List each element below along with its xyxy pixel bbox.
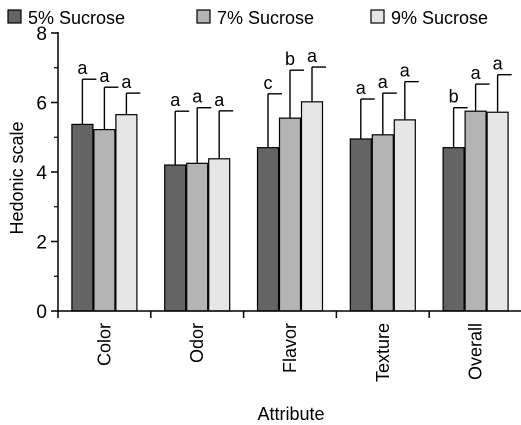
bar-7-sucrose-flavor <box>280 118 301 311</box>
bar-5-sucrose-odor <box>165 165 186 311</box>
bar-9-sucrose-odor <box>209 159 230 311</box>
x-tick-label-color: Color <box>94 323 114 366</box>
significance-letter: a <box>493 54 504 74</box>
bar-7-sucrose-overall <box>465 111 486 311</box>
significance-letter: a <box>99 66 110 86</box>
bar-7-sucrose-odor <box>187 163 208 311</box>
bar-7-sucrose-texture <box>372 135 393 311</box>
significance-letter: a <box>400 61 411 81</box>
significance-letter: a <box>121 72 132 92</box>
significance-letter: a <box>214 90 225 110</box>
significance-letter: b <box>449 87 459 107</box>
bar-5-sucrose-flavor <box>258 148 279 311</box>
legend-swatch <box>371 10 384 23</box>
y-tick-label: 4 <box>36 163 47 184</box>
x-tick-label-odor: Odor <box>187 323 207 363</box>
y-axis-ticks: 0 2 4 6 8 <box>36 24 58 323</box>
y-tick-label: 6 <box>36 94 47 115</box>
x-tick-label-overall: Overall <box>466 323 486 380</box>
y-tick-label: 2 <box>36 233 47 254</box>
legend-label: 7% Sucrose <box>217 8 314 28</box>
bar-9-sucrose-texture <box>394 120 415 311</box>
legend-label: 9% Sucrose <box>391 8 488 28</box>
x-axis-ticks: Color Odor Flavor Texture Overall <box>58 311 521 382</box>
y-tick-label: 0 <box>36 302 47 323</box>
significance-letter: b <box>285 49 295 69</box>
x-tick-label-texture: Texture <box>373 323 393 382</box>
bar-5-sucrose-texture <box>350 139 371 311</box>
significance-letter: a <box>170 90 181 110</box>
legend-swatch <box>197 10 210 23</box>
x-tick-label-flavor: Flavor <box>280 323 300 373</box>
significance-letter: a <box>471 63 482 83</box>
legend: 5% Sucrose 7% Sucrose 9% Sucrose <box>8 8 488 28</box>
significance-letter: a <box>192 87 203 107</box>
significance-letter: a <box>77 58 88 78</box>
bar-9-sucrose-color <box>116 115 137 311</box>
bar-5-sucrose-color <box>72 124 93 311</box>
bars <box>72 102 508 311</box>
bar-7-sucrose-color <box>94 130 115 311</box>
significance-letter: a <box>378 72 389 92</box>
x-axis-title: Attribute <box>257 404 324 424</box>
y-axis-title: Hedonic scale <box>7 121 27 234</box>
legend-swatch <box>8 10 21 23</box>
significance-letter: c <box>264 73 273 93</box>
y-tick-label: 8 <box>36 24 47 45</box>
bar-9-sucrose-flavor <box>302 102 323 311</box>
bar-9-sucrose-overall <box>487 112 508 311</box>
significance-letter: a <box>356 78 367 98</box>
significance-letter: a <box>307 46 318 66</box>
bar-5-sucrose-overall <box>443 148 464 311</box>
